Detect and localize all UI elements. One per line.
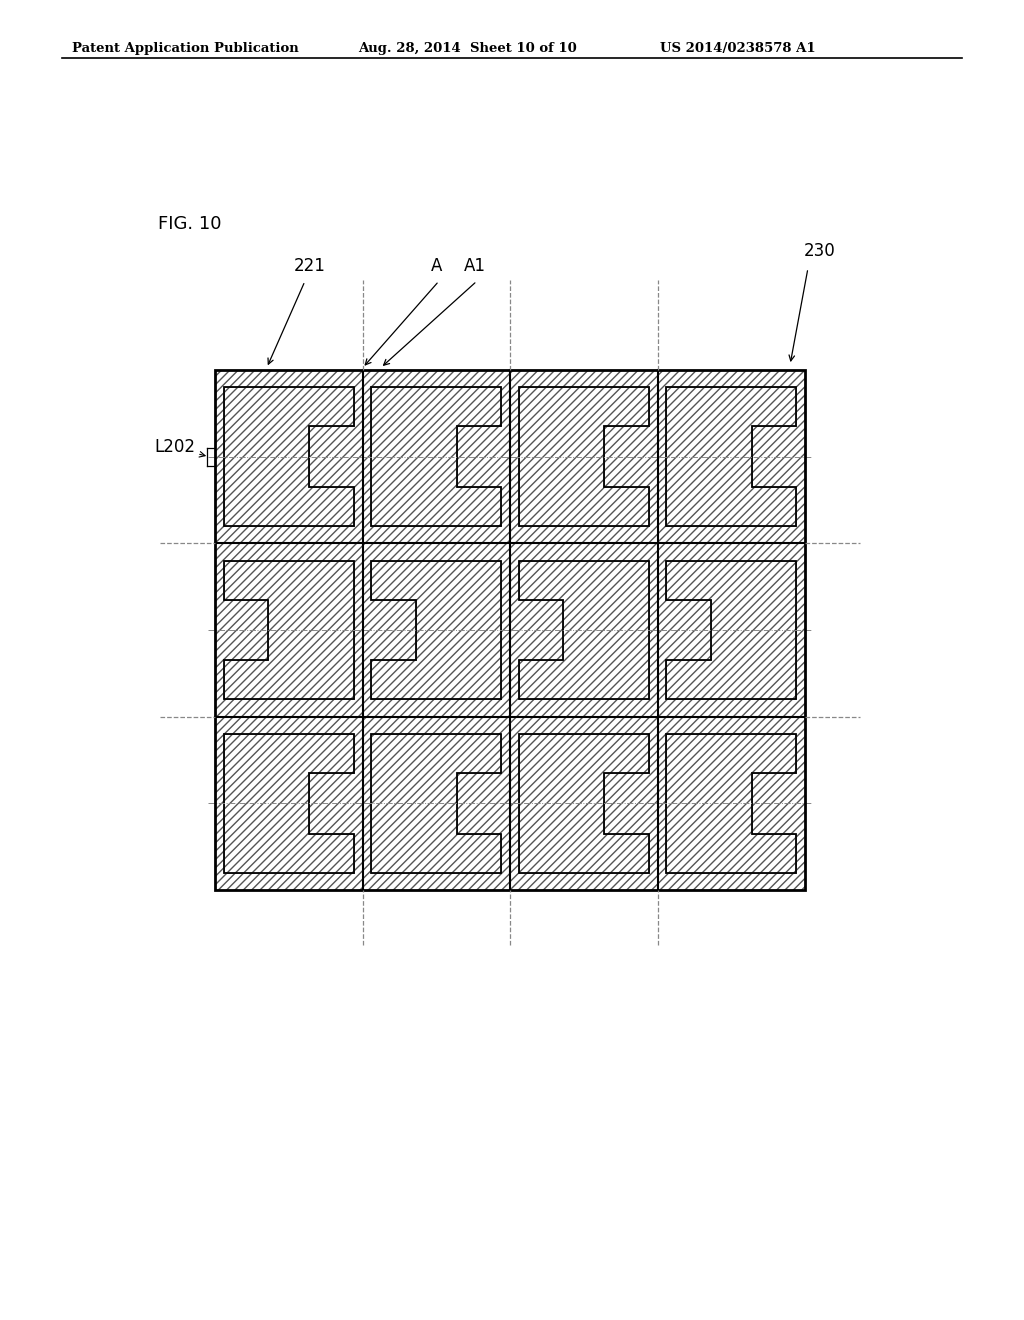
Polygon shape	[224, 387, 353, 525]
Text: A1: A1	[464, 257, 486, 275]
Text: 221: 221	[294, 257, 326, 275]
Text: US 2014/0238578 A1: US 2014/0238578 A1	[660, 42, 816, 55]
Bar	[215, 370, 362, 544]
Bar	[215, 370, 805, 890]
Bar	[215, 544, 362, 717]
Polygon shape	[224, 561, 353, 700]
Bar	[510, 544, 657, 717]
Polygon shape	[372, 561, 501, 700]
Bar	[510, 717, 657, 890]
Bar	[510, 544, 657, 717]
Text: FIG. 10: FIG. 10	[158, 215, 221, 234]
Polygon shape	[519, 387, 648, 525]
Bar	[362, 717, 510, 890]
Polygon shape	[224, 734, 353, 873]
Bar	[657, 717, 805, 890]
Polygon shape	[667, 387, 796, 525]
Bar	[510, 370, 657, 544]
Bar	[510, 370, 657, 544]
Text: Patent Application Publication: Patent Application Publication	[72, 42, 299, 55]
Text: A: A	[431, 257, 442, 275]
Polygon shape	[667, 561, 796, 700]
Bar	[362, 717, 510, 890]
Polygon shape	[519, 734, 648, 873]
Polygon shape	[667, 734, 796, 873]
Bar	[215, 370, 362, 544]
Bar	[215, 544, 362, 717]
Polygon shape	[372, 734, 501, 873]
Bar	[362, 370, 510, 544]
Bar	[362, 370, 510, 544]
Bar	[657, 717, 805, 890]
Bar	[657, 544, 805, 717]
Text: 230: 230	[804, 242, 836, 260]
Bar	[657, 544, 805, 717]
Bar	[215, 717, 362, 890]
Polygon shape	[519, 561, 648, 700]
Text: Aug. 28, 2014  Sheet 10 of 10: Aug. 28, 2014 Sheet 10 of 10	[358, 42, 577, 55]
Bar	[362, 544, 510, 717]
Bar	[510, 717, 657, 890]
Bar	[657, 370, 805, 544]
Text: L202: L202	[154, 438, 195, 455]
Bar	[362, 544, 510, 717]
Bar	[657, 370, 805, 544]
Bar	[215, 717, 362, 890]
Polygon shape	[372, 387, 501, 525]
